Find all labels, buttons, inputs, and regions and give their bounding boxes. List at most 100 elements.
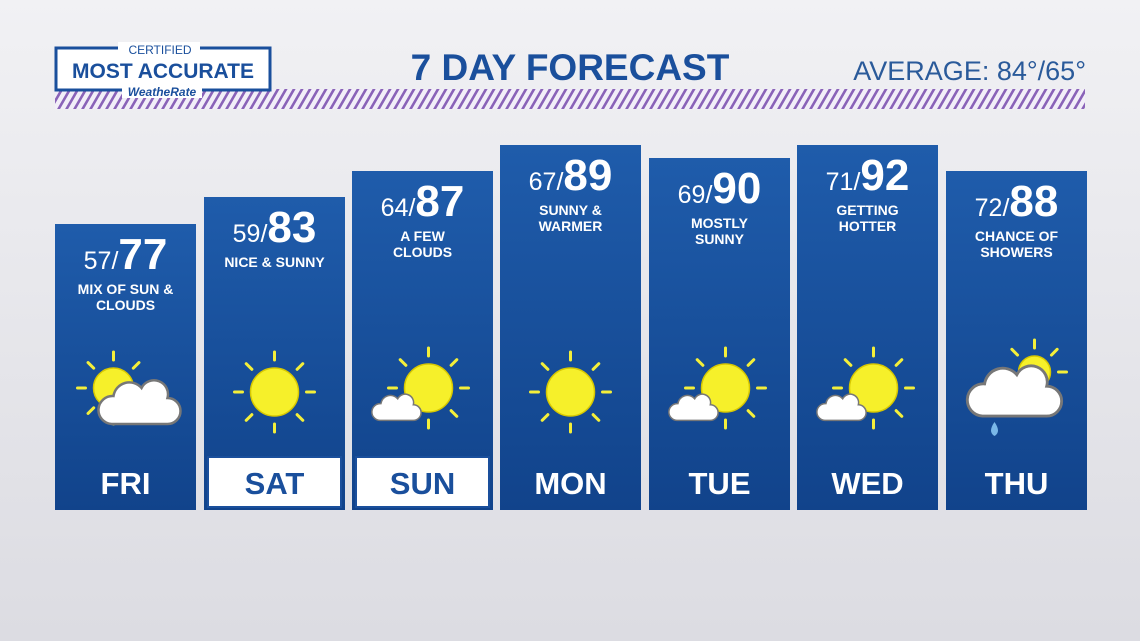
day-column (352, 171, 493, 510)
sun-ray (398, 358, 408, 367)
sun-ray (244, 362, 254, 371)
day-box (355, 456, 490, 508)
sun (700, 363, 751, 413)
high-temp: 83 (267, 203, 316, 252)
day-label: FRI (101, 466, 151, 501)
description: WARMER (539, 218, 603, 234)
logo-tab (122, 85, 202, 98)
slash: / (556, 168, 563, 196)
logo-top: CERTIFIED (128, 43, 191, 57)
sun-ray (746, 358, 756, 367)
sun (848, 363, 899, 413)
slash: / (705, 181, 712, 209)
sun-ray (591, 413, 601, 422)
sun-ray (449, 409, 459, 418)
cloud (371, 393, 422, 422)
sun (403, 363, 454, 413)
sun-ray (695, 358, 705, 367)
day-label: THU (985, 466, 1049, 501)
cloud-shape (668, 393, 719, 422)
low-temp: 72 (975, 194, 1003, 222)
low-temp: 69 (678, 181, 706, 209)
cloud-shape (965, 364, 1064, 418)
description: SUNNY (695, 231, 745, 247)
sun-ray (86, 361, 96, 370)
high-temp: 89 (563, 151, 612, 200)
cloud-shape (816, 393, 867, 422)
temps: 59/83 (233, 203, 317, 252)
high-temp: 92 (860, 151, 909, 200)
description: GETTING (836, 202, 898, 218)
sun (545, 367, 596, 417)
temps: 69/90 (678, 164, 762, 213)
description: MIX OF SUN & (78, 281, 174, 297)
logo-bottom: WeatheRate (128, 85, 197, 99)
day-column (946, 171, 1087, 510)
cloud (97, 379, 182, 426)
sun-ray (540, 362, 550, 371)
cloud (816, 393, 867, 422)
sun (249, 367, 300, 417)
sun-ray (591, 362, 601, 371)
description: NICE & SUNNY (224, 254, 325, 270)
sun-ray (894, 409, 904, 418)
day-label: SAT (245, 466, 305, 501)
high-temp: 90 (712, 164, 761, 213)
sun-ray (86, 406, 96, 415)
day-label: MON (534, 466, 606, 501)
raindrop (991, 422, 998, 436)
slash: / (408, 194, 415, 222)
description: CHANCE OF (975, 228, 1059, 244)
temps: 57/77 (84, 230, 168, 279)
high-temp: 77 (118, 230, 167, 279)
high-temp: 87 (415, 177, 464, 226)
temps: 72/88 (975, 177, 1059, 226)
slash: / (260, 220, 267, 248)
cloud (668, 393, 719, 422)
description: SUNNY & (539, 202, 602, 218)
slash: / (1002, 194, 1009, 222)
sun-ray (540, 413, 550, 422)
description: HOTTER (839, 218, 897, 234)
day-label: WED (831, 466, 903, 501)
temps: 64/87 (381, 177, 465, 226)
description: SHOWERS (980, 244, 1052, 260)
cloud-shape (371, 393, 422, 422)
sun-ray (295, 413, 305, 422)
day-column (55, 224, 196, 510)
sun-ray (1049, 347, 1059, 357)
slash: / (853, 168, 860, 196)
slash: / (111, 247, 118, 275)
day-label: SUN (390, 466, 455, 501)
sun-ray (1010, 347, 1020, 357)
logo: CERTIFIED MOST ACCURATE WeatheRate (54, 42, 272, 99)
description: A FEW (400, 228, 445, 244)
title: 7 DAY FORECAST (411, 47, 730, 88)
day-box (207, 456, 342, 508)
sun-ray (746, 409, 756, 418)
low-temp: 71 (826, 168, 854, 196)
sun-ray (295, 362, 305, 371)
sun-ray (131, 361, 141, 370)
temps: 67/89 (529, 151, 613, 200)
logo-tab (118, 42, 200, 56)
sun-ray (843, 358, 853, 367)
low-temp: 67 (529, 168, 557, 196)
cloud (965, 364, 1064, 418)
low-temp: 64 (381, 194, 409, 222)
day-column (797, 145, 938, 510)
sun-ray (894, 358, 904, 367)
description: CLOUDS (393, 244, 452, 260)
sun-ray (244, 413, 254, 422)
stripe-band (55, 89, 1085, 109)
day-column (500, 145, 641, 510)
low-temp: 57 (84, 247, 112, 275)
low-temp: 59 (233, 220, 261, 248)
day-label: TUE (689, 466, 751, 501)
description: CLOUDS (96, 297, 155, 313)
day-column (649, 158, 790, 510)
description: MOSTLY (691, 215, 749, 231)
cloud-shape (97, 379, 182, 426)
